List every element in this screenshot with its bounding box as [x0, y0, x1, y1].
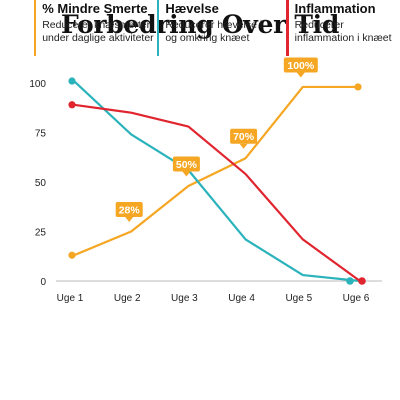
x-tick-label: Uge 5	[285, 293, 312, 304]
series-start-point	[68, 101, 76, 109]
data-label-pointer	[182, 171, 191, 177]
y-tick-label: 50	[35, 178, 47, 189]
y-tick-label: 75	[35, 129, 47, 140]
series-line	[73, 80, 361, 283]
series-start-point	[68, 77, 76, 85]
legend-description: Reducerer inflammation i knæet	[294, 19, 392, 44]
data-label-pointer	[125, 217, 134, 222]
legend-color-bar	[157, 0, 160, 56]
x-tick-label: Uge 1	[57, 293, 84, 304]
data-label: 100%	[287, 60, 315, 72]
legend-title: % Mindre Smerte	[42, 1, 148, 16]
legend-item-pain: % Mindre Smerte Reducerer knæsmerter und…	[34, 0, 164, 60]
y-tick-label: 100	[29, 79, 46, 90]
data-label: 50%	[176, 159, 198, 171]
legend-color-bar	[34, 0, 37, 56]
y-tick-label: 25	[35, 228, 47, 239]
series-end-point	[354, 83, 362, 91]
data-label-bubble	[230, 128, 258, 144]
data-label: 28%	[119, 205, 141, 217]
series-line	[73, 103, 361, 282]
series-end-point	[358, 277, 366, 285]
legend-item-inflammation: Inflammation Reducerer inflammation i kn…	[286, 0, 394, 60]
data-label-pointer	[239, 143, 248, 149]
x-tick-label: Uge 4	[228, 293, 255, 304]
x-tick-label: Uge 2	[114, 293, 141, 304]
legend-title: Hævelse	[165, 1, 219, 16]
series-line	[73, 85, 360, 257]
x-tick-label: Uge 3	[171, 293, 198, 304]
legend-title: Inflammation	[294, 1, 376, 16]
series-end-point	[346, 277, 354, 285]
data-label-pointer	[296, 72, 305, 78]
data-label: 70%	[233, 131, 255, 143]
x-tick-label: Uge 6	[343, 293, 370, 304]
series-start-point	[68, 251, 76, 259]
data-label-bubble	[115, 202, 143, 217]
legend-description: Reducerer hævelse i og omkring knæet	[165, 19, 263, 44]
data-label-bubble	[283, 57, 318, 73]
chart-title: Forbedring Over Tid	[60, 10, 340, 39]
legend-description: Reducerer knæsmerter under daglige aktiv…	[42, 19, 154, 44]
y-tick-label: 0	[40, 277, 46, 288]
legend-color-bar	[286, 0, 289, 56]
legend-item-swelling: Hævelse Reducerer hævelse i og omkring k…	[157, 0, 272, 60]
data-label-bubble	[172, 156, 200, 172]
